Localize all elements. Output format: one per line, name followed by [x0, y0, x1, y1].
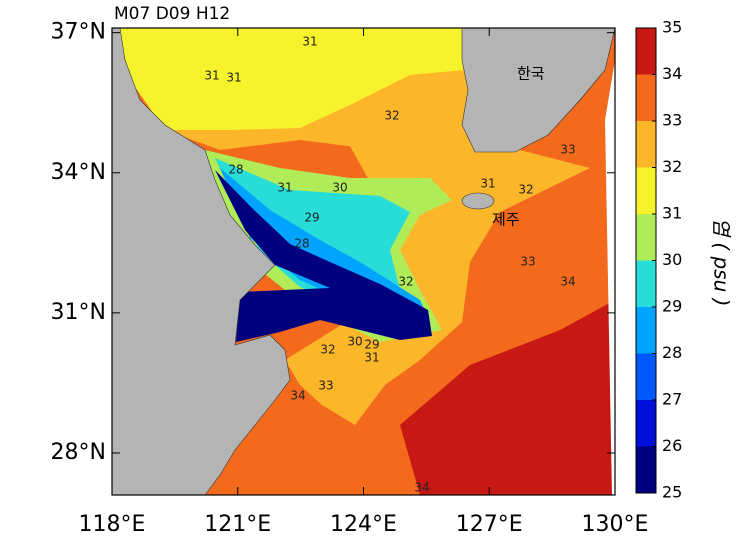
contour-label: 31	[302, 35, 317, 49]
colorbar-segment	[636, 28, 656, 75]
salinity-region	[285, 110, 590, 425]
contour-label: 33	[560, 143, 575, 157]
contour-label: 31	[277, 181, 292, 195]
colorbar-tick-label: 31	[662, 204, 682, 223]
contour-label: 32	[398, 275, 413, 289]
contour-label: 30	[332, 181, 347, 195]
contour-label: 31	[364, 351, 379, 365]
y-tick-label: 34°N	[51, 160, 106, 185]
place-label: 한국	[517, 65, 545, 83]
colorbar-tick-label: 26	[662, 436, 682, 455]
colorbar-tick-label: 32	[662, 157, 682, 176]
contour-label: 34	[560, 275, 575, 289]
outside-domain	[605, 60, 615, 495]
colorbar-tick-label: 28	[662, 343, 682, 362]
contour-label: 30	[347, 335, 362, 349]
colorbar-tick-label: 35	[662, 18, 682, 37]
y-tick-label: 28°N	[51, 440, 106, 465]
colorbar-segment	[636, 400, 656, 447]
colorbar-segment	[636, 307, 656, 354]
colorbar-segment	[636, 121, 656, 168]
contour-label: 34	[290, 389, 305, 403]
contour-label: 32	[320, 343, 335, 357]
x-tick-label: 118°E	[79, 512, 146, 537]
korea-coast	[461, 28, 615, 153]
colorbar-segment	[636, 214, 656, 261]
contour-label: 28	[228, 163, 243, 177]
salinity-region	[215, 170, 432, 342]
colorbar-segment	[636, 167, 656, 214]
land	[112, 28, 615, 495]
contour-label: 28	[294, 237, 309, 251]
colorbar-tick-label: 27	[662, 390, 682, 409]
china-coast	[112, 28, 291, 495]
salinity-region	[112, 28, 470, 130]
colorbar-segment	[636, 353, 656, 400]
colorbar-tick-label: 29	[662, 297, 682, 316]
x-tick-label: 130°E	[582, 512, 649, 537]
contour-label: 33	[318, 379, 333, 393]
place-label: 제주	[492, 211, 520, 229]
contour-label: 29	[364, 338, 379, 352]
contour-label: 31	[226, 71, 241, 85]
timestamp-title: M07 D09 H12	[114, 4, 230, 24]
contour-label: 32	[518, 183, 533, 197]
colorbar-label: 염 ( psu )	[710, 218, 734, 307]
salinity-region	[400, 300, 615, 495]
jeju-island	[461, 192, 495, 210]
colorbar-tick-label: 30	[662, 250, 682, 269]
colorbar-frame	[635, 27, 657, 494]
contour-label: 34	[414, 481, 429, 495]
colorbar-tick-label: 33	[662, 111, 682, 130]
contour-label: 31	[204, 69, 219, 83]
colorbar-segment	[636, 446, 656, 493]
x-tick-label: 121°E	[204, 512, 271, 537]
colorbar-tick-label: 34	[662, 64, 682, 83]
x-tick-label: 127°E	[456, 512, 523, 537]
y-tick-label: 37°N	[51, 20, 106, 45]
colorbar-segment	[636, 74, 656, 121]
contour-label: 32	[384, 109, 399, 123]
contour-label: 31	[480, 177, 495, 191]
y-tick-label: 31°N	[51, 300, 106, 325]
colorbar-tick-label: 25	[662, 483, 682, 502]
contour-label: 33	[520, 255, 535, 269]
contour-label: 29	[304, 211, 319, 225]
x-tick-label: 124°E	[330, 512, 397, 537]
colorbar-segment	[636, 260, 656, 307]
